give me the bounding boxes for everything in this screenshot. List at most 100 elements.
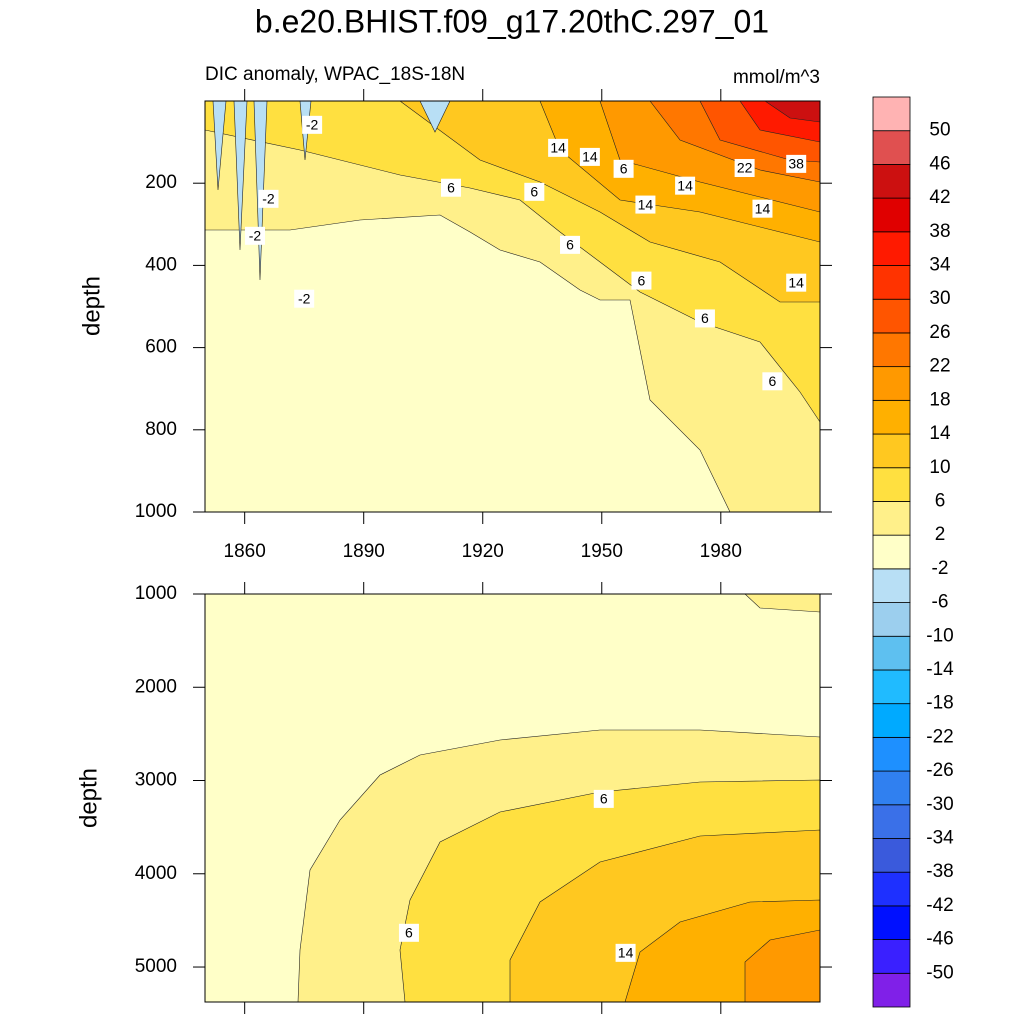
- contour-label: 6: [631, 271, 652, 290]
- colorbar-label: -2: [932, 558, 949, 579]
- subtitle-right: mmol/m^3: [733, 67, 820, 88]
- colorbar-swatch: [872, 703, 911, 738]
- contour-label-text: 38: [788, 156, 804, 172]
- contour-label-text: 6: [600, 791, 608, 807]
- colorbar-label: -10: [926, 625, 953, 646]
- x-tick-label: 1890: [343, 541, 385, 562]
- colorbar-label: 10: [929, 457, 950, 478]
- contour-label: 6: [398, 923, 419, 942]
- plot-frame: [204, 100, 821, 513]
- colorbar-label: 42: [929, 187, 950, 208]
- contour-label-text: 14: [788, 274, 804, 290]
- contour-label-text: 6: [638, 272, 646, 288]
- contour-label: 22: [734, 158, 755, 177]
- contour-label: 6: [762, 372, 783, 391]
- contour-label-text: -2: [306, 117, 319, 133]
- colorbar-label: 46: [929, 153, 950, 174]
- contour-label-box: [762, 372, 783, 391]
- colorbar-swatch: [872, 568, 911, 603]
- contour-label: 14: [579, 147, 600, 166]
- contour-label-box: [294, 289, 315, 308]
- colorbar-swatch: [872, 871, 911, 907]
- colorbar-label: -46: [926, 929, 953, 950]
- colorbar-swatch: [872, 602, 911, 637]
- colorbar-label: -30: [926, 794, 953, 815]
- colorbar-swatch: [872, 635, 911, 671]
- contour-label-text: 14: [550, 140, 566, 156]
- contour-label: 14: [675, 176, 696, 195]
- colorbar-swatch: [872, 265, 911, 300]
- colorbar-label: -6: [932, 592, 949, 613]
- contour-label-text: 6: [566, 237, 574, 253]
- colorbar-label: 14: [929, 423, 951, 444]
- chart-title: b.e20.BHIST.f09_g17.20thC.297_01: [255, 3, 769, 39]
- contour-label-box: [560, 235, 581, 254]
- colorbar-swatch: [872, 130, 911, 165]
- contour-label-box: [752, 199, 773, 218]
- contour-label-box: [615, 943, 636, 962]
- contour-label-box: [631, 271, 652, 290]
- contour-label-box: [441, 178, 461, 197]
- colorbar-label: -50: [926, 962, 953, 983]
- colorbar-swatch: [872, 838, 911, 873]
- y-tick-label: 1000: [135, 583, 177, 604]
- contour-label: -2: [258, 189, 279, 208]
- colorbar-swatch: [872, 433, 911, 469]
- colorbar-swatch: [872, 197, 911, 233]
- subtitle-left: DIC anomaly, WPAC_18S-18N: [205, 64, 465, 85]
- colorbar-label: -26: [926, 760, 953, 781]
- colorbar-swatch: [872, 96, 911, 132]
- colorbar-swatch: [872, 332, 911, 368]
- colorbar-label: 18: [929, 389, 950, 410]
- y-tick-label: 600: [145, 337, 177, 358]
- contour-field: [205, 101, 820, 512]
- colorbar-swatch: [872, 467, 911, 502]
- x-tick-label: 1980: [700, 541, 742, 562]
- x-tick-label: 1920: [462, 541, 504, 562]
- colorbar-swatch: [872, 501, 911, 536]
- contour-label-text: 6: [701, 310, 709, 326]
- contour-label-text: 14: [677, 177, 693, 193]
- contour-label-text: -2: [262, 191, 275, 207]
- contour-label: 14: [752, 199, 773, 218]
- contour-label-text: -2: [249, 228, 262, 244]
- contour-label: 6: [524, 182, 545, 201]
- contour-label: 6: [560, 235, 581, 254]
- contour-label-box: [524, 182, 545, 201]
- colorbar-swatch: [872, 298, 911, 334]
- contour-label-box: [258, 189, 279, 208]
- colorbar-swatch: [872, 770, 911, 806]
- colorbar-swatch: [872, 736, 911, 772]
- contour-label: -2: [294, 289, 315, 308]
- contour-label-box: [398, 923, 419, 942]
- contour-label: 6: [613, 159, 634, 178]
- contour-label-box: [694, 309, 715, 328]
- colorbar-label: 30: [929, 288, 950, 309]
- colorbar-label: -42: [926, 895, 953, 916]
- y-tick-label: 400: [145, 254, 177, 275]
- contour-label-box: [786, 154, 807, 173]
- contour-label-box: [675, 176, 696, 195]
- contour-label: 6: [694, 309, 715, 328]
- contour-label: -2: [244, 226, 265, 245]
- contour-label-box: [548, 138, 569, 157]
- plot-frame: [204, 593, 821, 1003]
- colorbar-swatch: [872, 399, 911, 435]
- colorbar-swatch: [872, 231, 911, 266]
- contour-label-box: [635, 195, 656, 214]
- contour-label-box: [302, 115, 323, 134]
- colorbar-swatch: [872, 669, 911, 705]
- colorbar-swatch: [872, 804, 911, 839]
- contour-label: 14: [635, 195, 656, 214]
- contour-label-text: 22: [737, 160, 753, 176]
- colorbar-label: 50: [929, 120, 950, 141]
- y-axis-label: depth: [75, 768, 102, 828]
- colorbar-label: -22: [926, 726, 953, 747]
- contour-label-box: [786, 273, 807, 292]
- colorbar-label: -38: [926, 861, 953, 882]
- contour-label: 14: [615, 943, 636, 962]
- y-tick-label: 800: [145, 419, 177, 440]
- y-tick-label: 2000: [135, 676, 177, 697]
- contour-label-box: [579, 147, 600, 166]
